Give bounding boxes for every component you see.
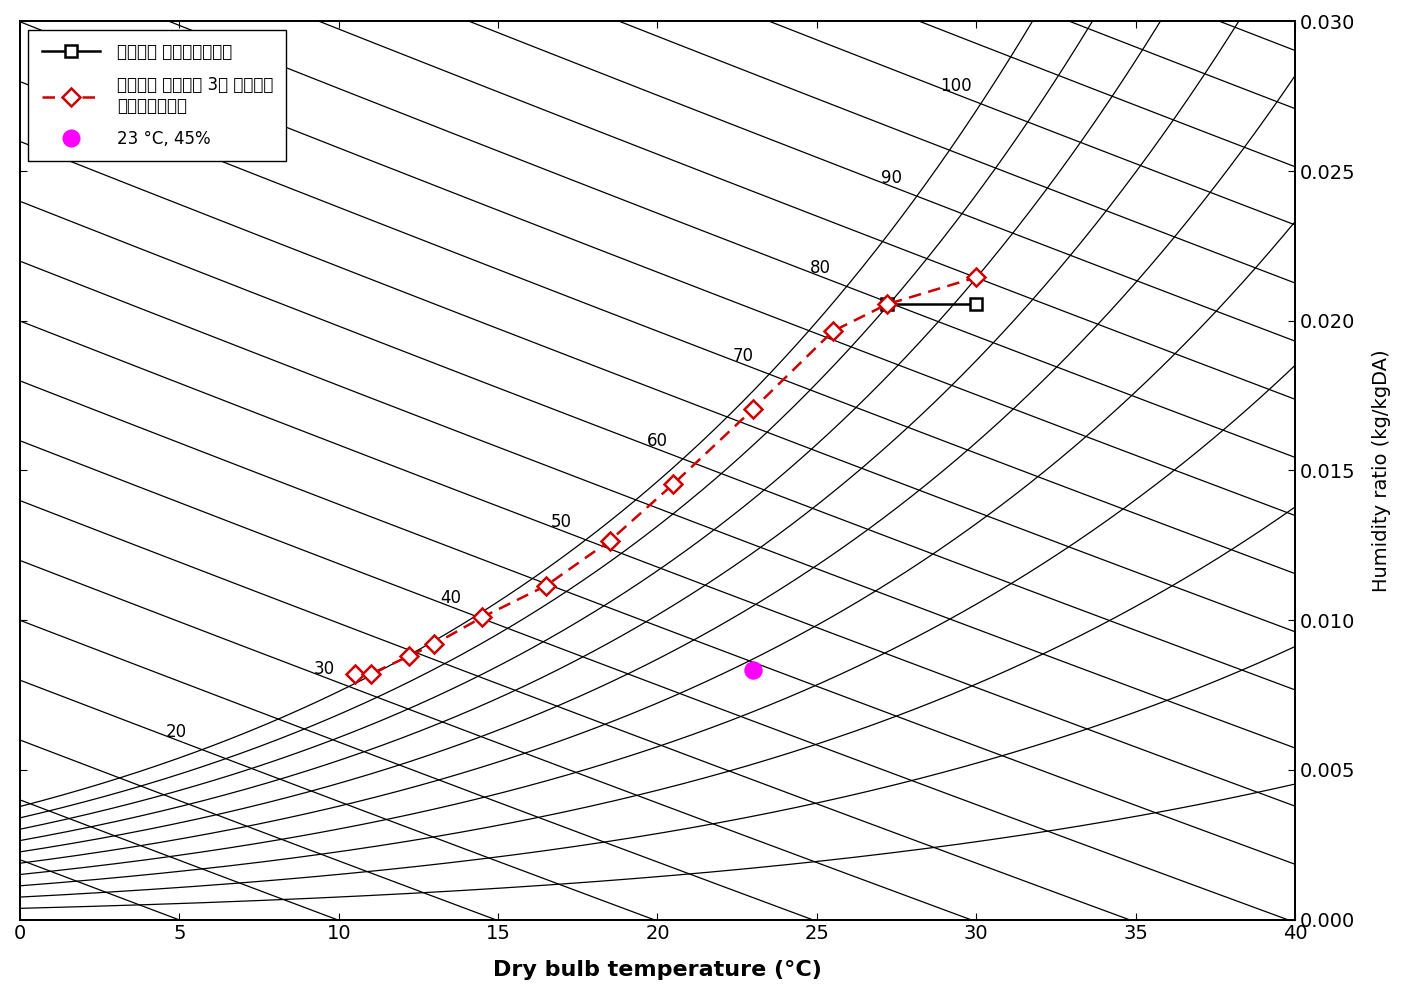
- Text: 40: 40: [440, 589, 461, 607]
- Text: 70: 70: [733, 347, 753, 365]
- Text: 20: 20: [166, 723, 187, 741]
- Text: 100: 100: [940, 77, 972, 95]
- Text: 80: 80: [811, 259, 832, 277]
- Text: 60: 60: [646, 431, 667, 450]
- Legend: 증기가습 외기공조시스템, 고온냉수 열회수식 3단 에어와셔
외기공조시스템, 23 °C, 45%: 증기가습 외기공조시스템, 고온냉수 열회수식 3단 에어와셔 외기공조시스템,…: [28, 30, 287, 161]
- Text: 30: 30: [313, 660, 334, 678]
- Text: 50: 50: [551, 513, 572, 531]
- X-axis label: Dry bulb temperature (°C): Dry bulb temperature (°C): [493, 960, 822, 980]
- Point: [742, 663, 764, 679]
- Text: 90: 90: [881, 169, 902, 187]
- Y-axis label: Humidity ratio (kg/kgDA): Humidity ratio (kg/kgDA): [1373, 349, 1391, 591]
